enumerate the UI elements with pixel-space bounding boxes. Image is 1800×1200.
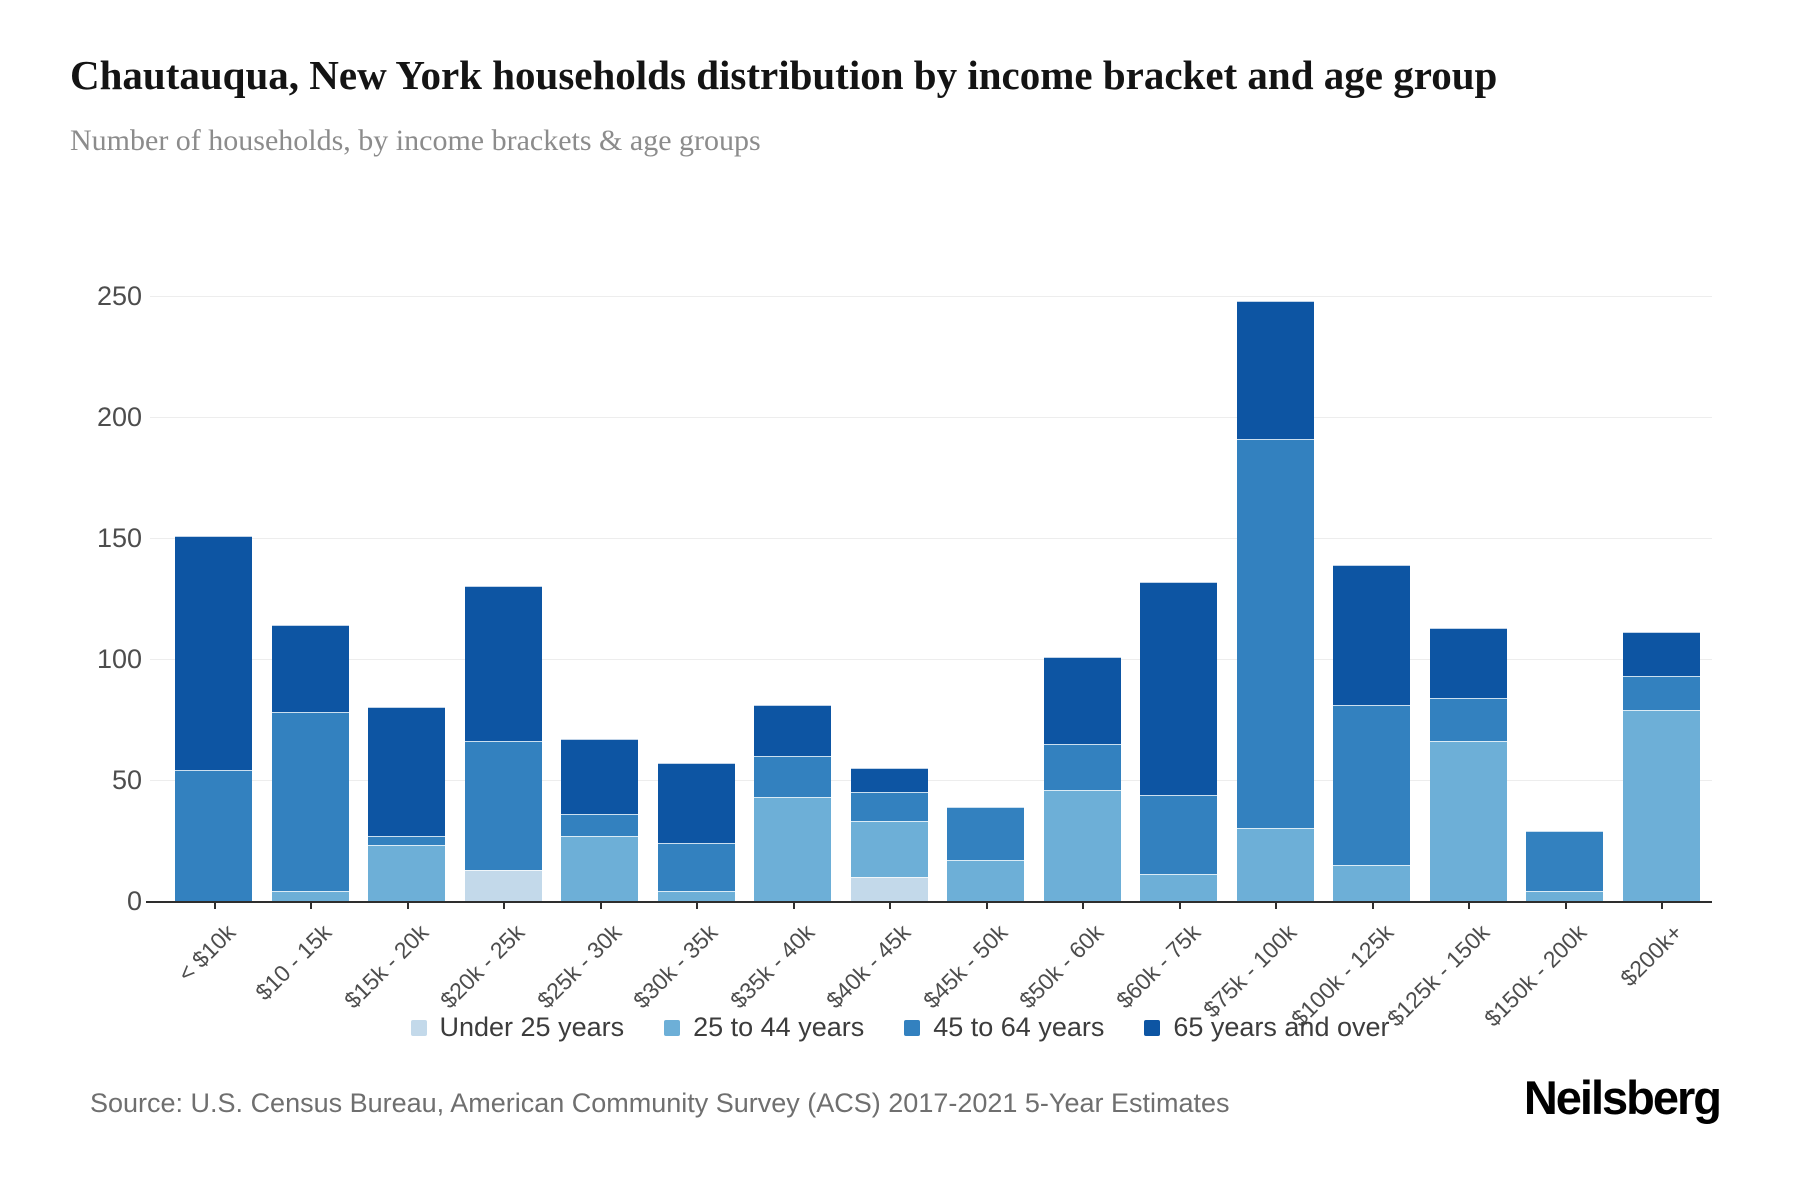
bar-segment[interactable]: [850, 792, 928, 822]
bar-segment[interactable]: [657, 891, 735, 901]
legend-item[interactable]: Under 25 years: [410, 1012, 625, 1043]
legend-swatch: [410, 1019, 427, 1036]
bar-segment[interactable]: [850, 767, 928, 793]
bar-segment[interactable]: [1043, 743, 1121, 790]
y-tick-label: 50: [111, 765, 142, 795]
y-tick-label: 200: [96, 402, 142, 432]
y-tick-label: 100: [96, 644, 142, 674]
bar-segment[interactable]: [1526, 891, 1603, 901]
legend-label: 65 years and over: [1173, 1012, 1390, 1042]
axis-tick-mark: [213, 903, 216, 909]
axis-tick-mark: [792, 903, 795, 909]
bar-segment[interactable]: [1140, 581, 1217, 795]
gridline: [150, 296, 1712, 297]
bar-segment[interactable]: [1429, 627, 1507, 698]
bar-segment[interactable]: [271, 891, 349, 901]
bar-segment[interactable]: [947, 806, 1024, 860]
bar-segment[interactable]: [1622, 632, 1700, 676]
bar-segment[interactable]: [1236, 300, 1314, 439]
x-axis-line: [146, 901, 1712, 903]
legend: Under 25 years 25 to 44 years 45 to 64 yea…: [0, 1012, 1800, 1043]
bar-segment[interactable]: [657, 842, 735, 892]
gridline: [150, 659, 1712, 660]
bar-segment[interactable]: [1140, 874, 1217, 901]
gridline: [150, 417, 1712, 418]
bar-segment[interactable]: [1526, 830, 1603, 892]
axis-tick-mark: [503, 903, 505, 909]
bar-segment[interactable]: [1043, 789, 1121, 901]
y-tick-label: 250: [96, 281, 142, 311]
axis-tick-mark: [1178, 903, 1181, 909]
bar-segment[interactable]: [1333, 704, 1410, 865]
axis-tick-mark: [1275, 903, 1277, 909]
bar-segment[interactable]: [561, 835, 638, 901]
bar-segment[interactable]: [947, 859, 1024, 901]
legend-label: Under 25 years: [439, 1012, 625, 1042]
axis-tick-mark: [1564, 903, 1567, 909]
bar-segment[interactable]: [368, 707, 445, 836]
legend-swatch: [904, 1019, 921, 1036]
bar-segment[interactable]: [561, 738, 638, 814]
bar-segment[interactable]: [1622, 675, 1700, 710]
gridline: [150, 538, 1712, 539]
bar-segment[interactable]: [1236, 828, 1314, 901]
bar-segment[interactable]: [754, 755, 831, 797]
chart-header: Chautauqua, New York households distribu…: [70, 48, 1630, 158]
axis-tick-mark: [1371, 903, 1374, 909]
bar-segment[interactable]: [1333, 864, 1410, 901]
bar-segment[interactable]: [1236, 438, 1314, 829]
axis-tick-mark: [889, 903, 891, 909]
bar-segment[interactable]: [271, 712, 349, 892]
bar-segment[interactable]: [1622, 709, 1700, 901]
bar-segment[interactable]: [271, 625, 349, 713]
axis-tick-mark: [310, 903, 312, 909]
legend-label: 45 to 64 years: [933, 1012, 1105, 1042]
y-tick-label: 150: [96, 523, 142, 553]
axis-tick-mark: [406, 903, 409, 909]
bar-segment[interactable]: [368, 835, 445, 846]
legend-item[interactable]: 65 years and over: [1144, 1012, 1390, 1043]
legend-item[interactable]: 25 to 44 years: [664, 1012, 864, 1043]
bar-segment[interactable]: [175, 770, 252, 901]
chart-title: Chautauqua, New York households distribu…: [70, 52, 1498, 98]
axis-tick-mark: [1468, 903, 1470, 909]
brand-logo: Neilsberg: [1523, 1071, 1722, 1124]
gridline: [150, 780, 1712, 781]
legend-item[interactable]: 45 to 64 years: [904, 1012, 1104, 1043]
axis-tick-mark: [1082, 903, 1084, 909]
legend-swatch: [1144, 1019, 1161, 1036]
bar-segment[interactable]: [175, 535, 252, 771]
axis-tick-mark: [599, 903, 602, 909]
bar-segment[interactable]: [657, 763, 735, 843]
bar-segment[interactable]: [850, 876, 928, 901]
bar-segment[interactable]: [754, 796, 831, 901]
bar-segment[interactable]: [1333, 564, 1410, 705]
bar-segment[interactable]: [1429, 741, 1507, 901]
bar-segment[interactable]: [464, 869, 542, 901]
bar-segment[interactable]: [561, 813, 638, 836]
bar-segment[interactable]: [1429, 697, 1507, 742]
legend-swatch: [664, 1019, 681, 1036]
bar-segment[interactable]: [464, 586, 542, 742]
bar-segment[interactable]: [754, 704, 831, 756]
bar-segment[interactable]: [1043, 656, 1121, 744]
axis-tick-mark: [696, 903, 698, 909]
axis-tick-mark: [985, 903, 988, 909]
y-tick-label: 0: [126, 886, 142, 916]
axis-tick-mark: [1661, 903, 1663, 909]
legend-label: 25 to 44 years: [693, 1012, 865, 1042]
bar-segment[interactable]: [464, 741, 542, 870]
bar-segment[interactable]: [850, 821, 928, 877]
bar-segment[interactable]: [368, 845, 445, 901]
bar-segment[interactable]: [1140, 794, 1217, 875]
source-note: Source: U.S. Census Bureau, American Com…: [90, 1088, 1230, 1118]
chart-subtitle: Number of households, by income brackets…: [70, 124, 761, 157]
